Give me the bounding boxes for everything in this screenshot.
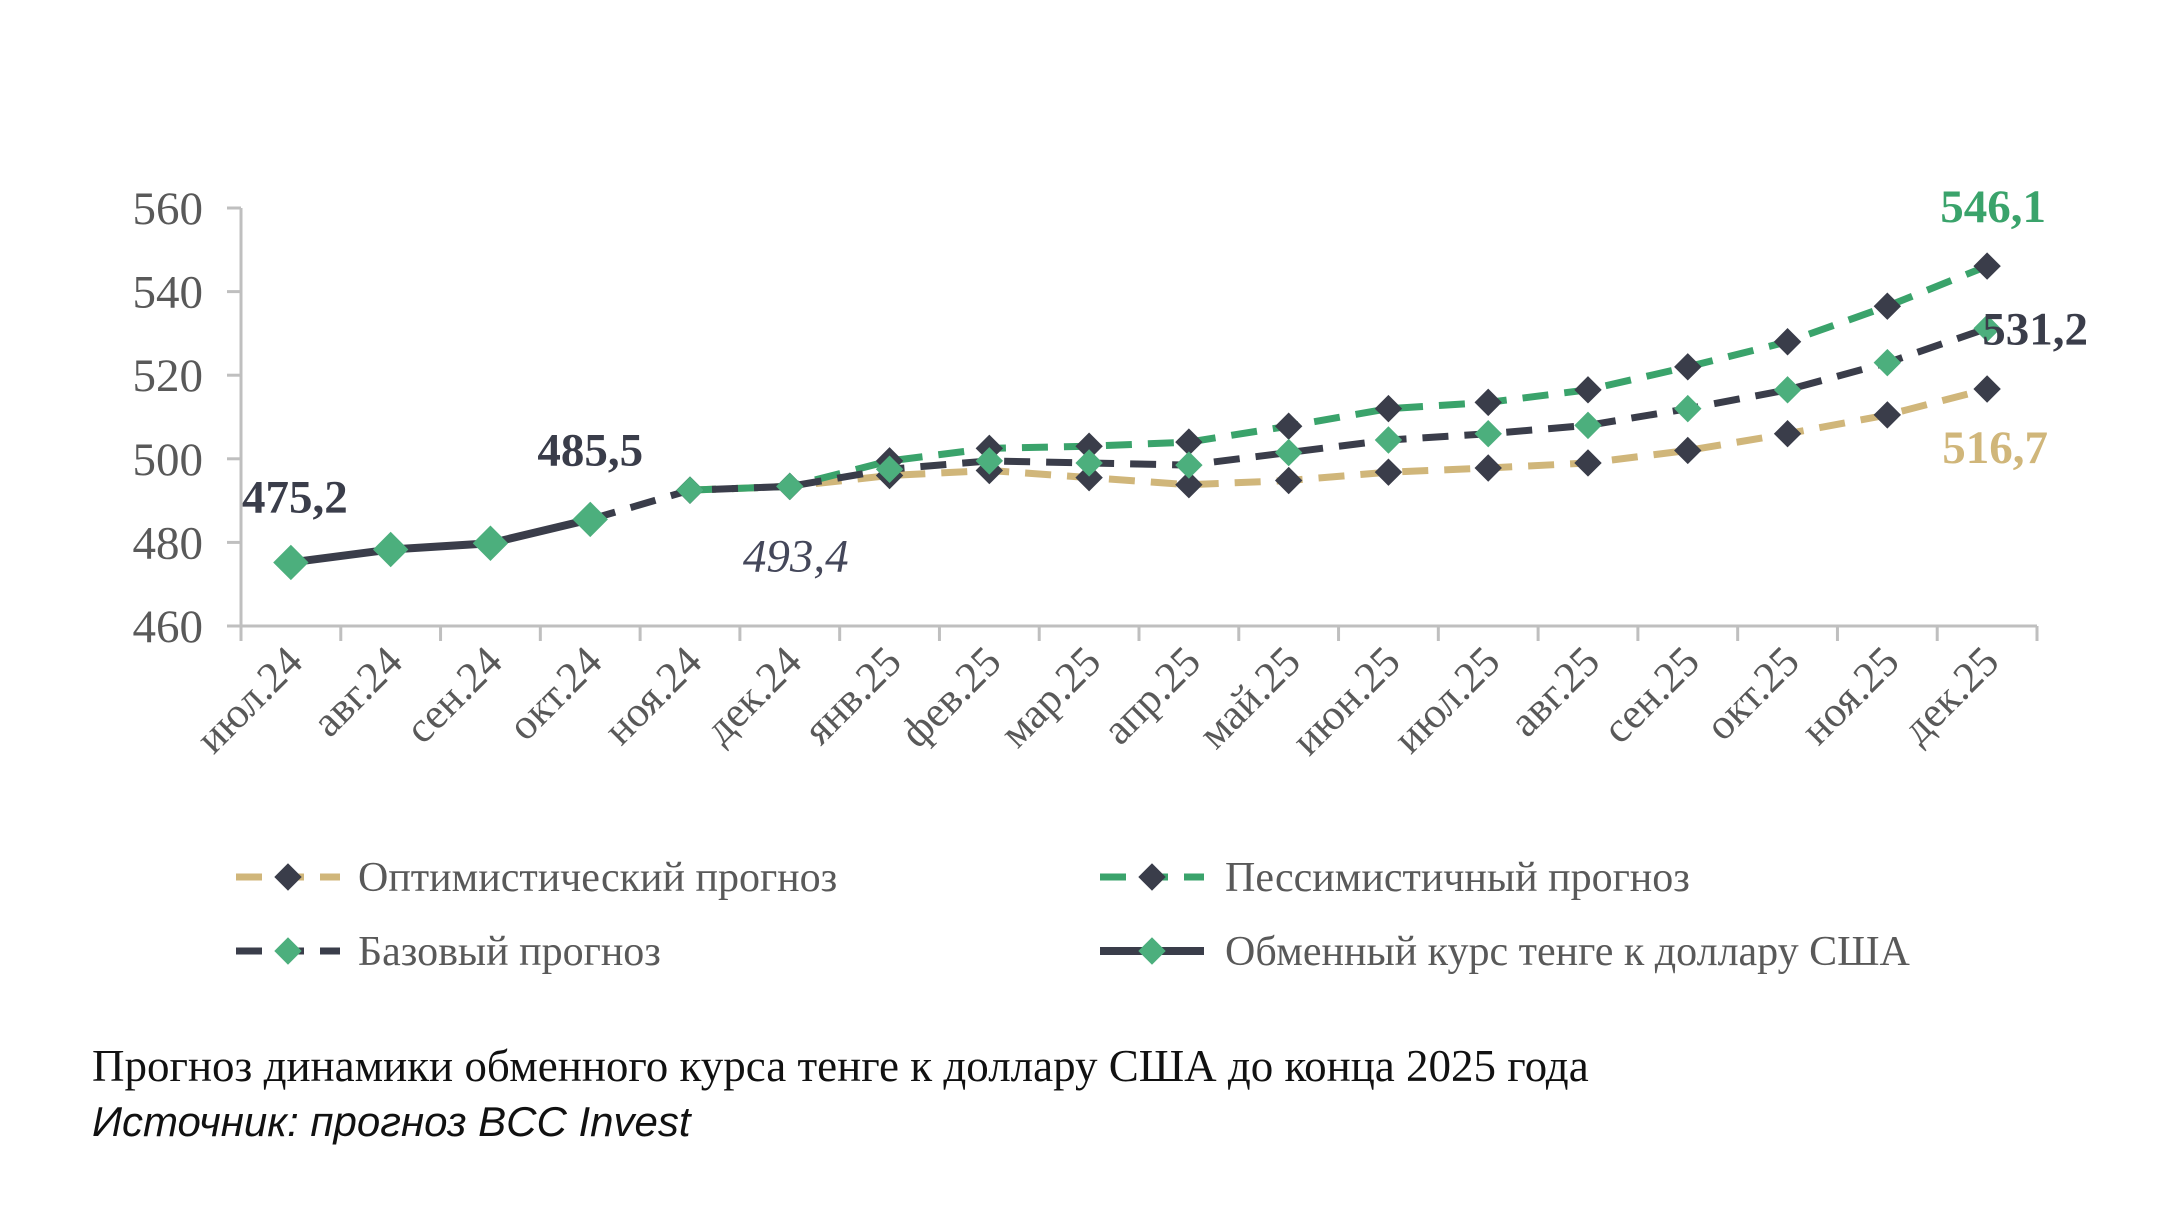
data-point xyxy=(1873,292,1902,320)
data-point xyxy=(1374,394,1403,423)
legend-swatch-marker xyxy=(1138,863,1166,891)
data-point xyxy=(1873,401,1902,429)
data-point xyxy=(572,501,608,538)
data-point xyxy=(975,447,1004,475)
data-point xyxy=(1973,252,2001,280)
legend-swatch-marker xyxy=(274,937,302,965)
data-point xyxy=(1674,436,1702,465)
series-layer xyxy=(273,252,2001,581)
x-tick-label: июн.25 xyxy=(1283,638,1410,765)
data-label: 493,4 xyxy=(743,530,849,582)
legend-label: Базовый прогноз xyxy=(358,929,661,975)
x-tick-label: мар.25 xyxy=(991,638,1110,757)
data-point xyxy=(1773,328,1802,356)
data-point xyxy=(1374,426,1403,454)
data-point xyxy=(1973,314,2001,343)
series-line xyxy=(290,515,592,567)
y-tick-label: 480 xyxy=(133,517,204,569)
x-tick-label: дек.24 xyxy=(696,638,811,753)
data-point xyxy=(1474,454,1502,482)
series-1 xyxy=(676,252,2001,504)
data-point xyxy=(1175,428,1203,456)
data-point xyxy=(1474,388,1502,417)
series-0 xyxy=(676,375,2001,504)
data-point xyxy=(1075,463,1103,492)
x-tick-label: июл.25 xyxy=(1385,638,1510,763)
y-tick-label: 460 xyxy=(133,601,204,653)
x-tick-label: окт.24 xyxy=(499,638,611,750)
legend: Оптимистический прогноз Пессимистичный пр… xyxy=(236,855,1911,975)
y-tick-label: 520 xyxy=(133,350,204,402)
data-point xyxy=(875,455,904,483)
data-label: 485,5 xyxy=(537,424,643,476)
data-label: 516,7 xyxy=(1942,422,2048,474)
data-label: 475,2 xyxy=(242,471,348,523)
y-tick-label: 500 xyxy=(133,434,204,486)
caption-source: Источник: прогноз BCC Invest xyxy=(92,1098,691,1145)
y-tick-label: 560 xyxy=(133,183,204,235)
x-tick-label: апр.25 xyxy=(1094,638,1210,754)
data-point xyxy=(776,472,804,501)
x-tick-label: ноя.24 xyxy=(595,638,711,754)
legend-label: Оптимистический прогноз xyxy=(358,855,837,901)
x-tick-label: фев.25 xyxy=(892,638,1011,757)
data-point xyxy=(1973,375,2001,403)
data-point xyxy=(472,525,509,561)
legend-swatch-marker xyxy=(274,863,302,891)
data-point xyxy=(1574,411,1602,440)
data-point xyxy=(1574,449,1602,477)
annotations: 475,2 485,5 493,4 546,1 531,2 516,7 xyxy=(242,181,2088,582)
series-line xyxy=(689,262,1989,494)
data-point xyxy=(1374,458,1403,486)
x-tick-label: дек.25 xyxy=(1893,638,2008,753)
series-3 xyxy=(273,501,608,581)
data-point xyxy=(1075,449,1103,477)
data-point xyxy=(1674,353,1702,381)
legend-label: Пессимистичный прогноз xyxy=(1225,855,1690,901)
data-point xyxy=(1773,376,1802,404)
legend-label: Обменный курс тенге к доллару США xyxy=(1225,929,1911,975)
x-tick-label: окт.25 xyxy=(1697,638,1809,750)
data-point xyxy=(1274,466,1303,495)
x-tick-label: сен.25 xyxy=(1594,638,1709,753)
y-tick-label: 540 xyxy=(133,267,204,319)
legend-swatch-marker xyxy=(1138,937,1166,965)
x-tick-label: авг.25 xyxy=(1501,638,1609,746)
x-axis: июл.24авг.24сен.24окт.24ноя.24дек.24янв.… xyxy=(187,624,2039,765)
series-line xyxy=(689,385,1988,494)
x-tick-label: сен.24 xyxy=(397,638,512,753)
data-point xyxy=(1175,471,1203,499)
legend-item: Базовый прогноз xyxy=(236,929,661,975)
data-point xyxy=(1274,438,1303,467)
data-label: 546,1 xyxy=(1940,181,2046,233)
legend-item: Пессимистичный прогноз xyxy=(1100,855,1690,901)
legend-item: Оптимистический прогноз xyxy=(236,855,837,901)
x-tick-label: янв.25 xyxy=(795,638,911,754)
data-point xyxy=(1873,348,1902,377)
caption-title: Прогноз динамики обменного курса тенге к… xyxy=(92,1041,1589,1091)
data-point xyxy=(273,544,309,581)
x-tick-label: ноя.25 xyxy=(1792,638,1908,754)
data-label: 531,2 xyxy=(1982,303,2088,355)
data-point xyxy=(1474,420,1502,448)
data-point xyxy=(1175,451,1203,479)
data-point xyxy=(676,476,704,504)
x-tick-label: авг.24 xyxy=(304,638,412,746)
data-point xyxy=(1674,394,1702,423)
legend-item: Обменный курс тенге к доллару США xyxy=(1100,929,1911,975)
data-point xyxy=(1574,376,1602,404)
x-tick-label: июл.24 xyxy=(187,638,312,763)
data-point xyxy=(1274,412,1303,440)
data-point xyxy=(372,531,409,568)
data-point xyxy=(1773,420,1802,448)
y-axis: 560 540 520 500 480 460 xyxy=(133,183,243,653)
